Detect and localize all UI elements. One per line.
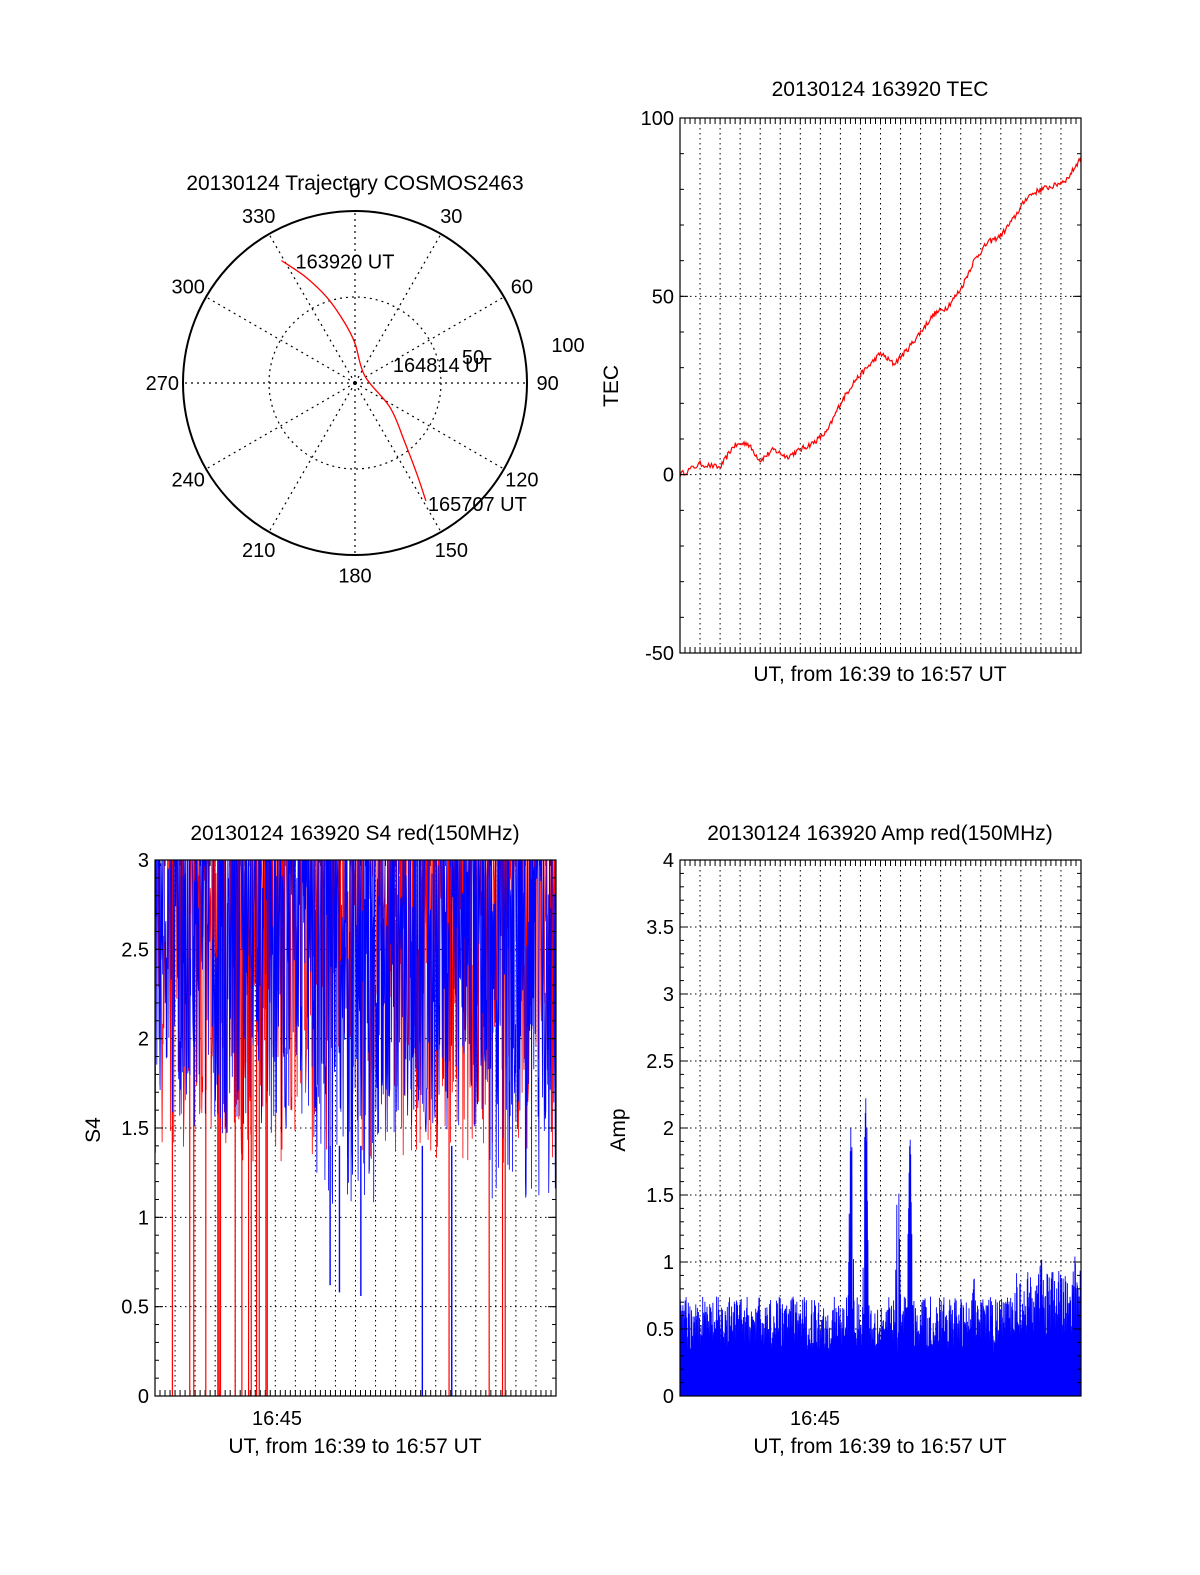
amp-y-tick-labels: 4 3.5 3 2.5 2 1.5 1 0.5 0 — [646, 850, 1081, 1408]
polar-angle-label: 180 — [338, 566, 371, 588]
s4-y-tick-label: 2 — [138, 1029, 149, 1051]
polar-radial-label: 50 — [462, 347, 484, 369]
polar-outer-circle — [182, 210, 528, 556]
amp-y-tick-label: 1.5 — [646, 1185, 674, 1207]
tec-x-axis-label: UT, from 16:39 to 16:57 UT — [753, 663, 1006, 686]
amp-panel: 20130124 163920 Amp red(150MHz) 4 3.5 3 2.5… — [607, 822, 1082, 1458]
amp-y-tick-label: 2 — [663, 1118, 674, 1140]
polar-angle-label: 120 — [505, 469, 538, 491]
polar-spoke — [268, 233, 356, 384]
polar-spoke — [354, 296, 505, 384]
amp-y-tick-label: 1 — [663, 1252, 674, 1274]
tec-panel: 20130124 163920 TEC 100 50 0 -50 UT, from 1… — [600, 78, 1082, 686]
amp-y-axis-label: Amp — [607, 1108, 630, 1151]
polar-spoke — [205, 296, 356, 384]
tec-y-tick-label: -50 — [645, 643, 674, 665]
s4-x-axis-label: UT, from 16:39 to 16:57 UT — [228, 1435, 481, 1458]
tec-title: 20130124 163920 TEC — [772, 78, 989, 101]
polar-spoke — [354, 233, 442, 384]
amp-y-tick-label: 2.5 — [646, 1051, 674, 1073]
amp-y-tick-label: 3 — [663, 984, 674, 1006]
polar-angle-label: 300 — [171, 277, 204, 299]
polar-angle-label: 240 — [171, 469, 204, 491]
polar-angle-label: 60 — [511, 277, 533, 299]
amp-x-axis-label: UT, from 16:39 to 16:57 UT — [753, 1435, 1006, 1458]
amp-x-tick-label: 16:45 — [790, 1408, 840, 1430]
s4-y-tick-labels: 3 2.5 2 1.5 1 0.5 0 — [121, 850, 556, 1408]
s4-y-axis-label: S4 — [82, 1117, 105, 1143]
s4-y-tick-label: 1.5 — [121, 1118, 149, 1140]
amp-y-tick-label: 0 — [663, 1386, 674, 1408]
polar-angle-labels: 0 30 60 90 120 150 180 210 240 270 300 330 — [146, 180, 559, 587]
polar-angle-label: 30 — [440, 206, 462, 228]
tec-plot-frame — [679, 117, 1082, 654]
tec-y-tick-label: 0 — [663, 465, 674, 487]
polar-angle-label: 270 — [146, 373, 179, 395]
trajectory-time-label: 164814 UT — [393, 355, 492, 377]
polar-radial-labels: 50 100 — [462, 335, 585, 369]
polar-angle-label: 150 — [435, 540, 468, 562]
s4-panel: 20130124 163920 S4 red(150MHz) 3 2.5 2 1.5 1… — [82, 822, 557, 1458]
tec-grid — [679, 118, 1082, 653]
tec-y-tick-labels: 100 50 0 -50 — [641, 108, 1081, 665]
trajectory-title: 20130124 Trajectory COSMOS2463 — [186, 172, 523, 195]
polar-angle-label: 0 — [349, 180, 360, 202]
trajectory-time-label: 165707 UT — [428, 494, 527, 516]
s4-x-tick-label: 16:45 — [252, 1408, 302, 1430]
trajectory-point-labels: 163920 UT 164814 UT 165707 UT — [295, 252, 526, 516]
polar-spoke — [205, 382, 356, 470]
tec-y-tick-label: 100 — [641, 108, 674, 130]
trajectory-time-label: 163920 UT — [295, 252, 394, 274]
polar-angle-label: 90 — [537, 373, 559, 395]
s4-y-tick-label: 0.5 — [121, 1297, 149, 1319]
amp-y-tick-label: 0.5 — [646, 1319, 674, 1341]
s4-y-tick-label: 0 — [138, 1386, 149, 1408]
trajectory-line — [281, 260, 427, 502]
tec-y-axis-label: TEC — [600, 365, 623, 407]
polar-spoke — [268, 382, 356, 533]
trajectory-panel: 20130124 Trajectory COSMOS2463 0 30 60 90 12… — [146, 172, 585, 588]
polar-angle-label: 210 — [242, 540, 275, 562]
polar-spoke — [354, 382, 505, 470]
amp-y-tick-label: 3.5 — [646, 917, 674, 939]
s4-title: 20130124 163920 S4 red(150MHz) — [190, 822, 519, 845]
polar-angle-label: 330 — [242, 206, 275, 228]
s4-y-tick-label: 2.5 — [121, 939, 149, 961]
amp-blue-series — [679, 1098, 1082, 1397]
tec-series-line — [679, 157, 1082, 478]
polar-spoke — [354, 382, 442, 533]
polar-grid — [182, 210, 528, 556]
polar-radial-label: 100 — [551, 335, 584, 357]
amp-series — [679, 1098, 1082, 1397]
amp-title: 20130124 163920 Amp red(150MHz) — [707, 822, 1053, 845]
amp-y-tick-label: 4 — [663, 850, 674, 872]
s4-y-tick-label: 3 — [138, 850, 149, 872]
s4-series — [154, 859, 557, 1396]
s4-y-tick-label: 1 — [138, 1207, 149, 1229]
tec-y-tick-label: 50 — [652, 286, 674, 308]
